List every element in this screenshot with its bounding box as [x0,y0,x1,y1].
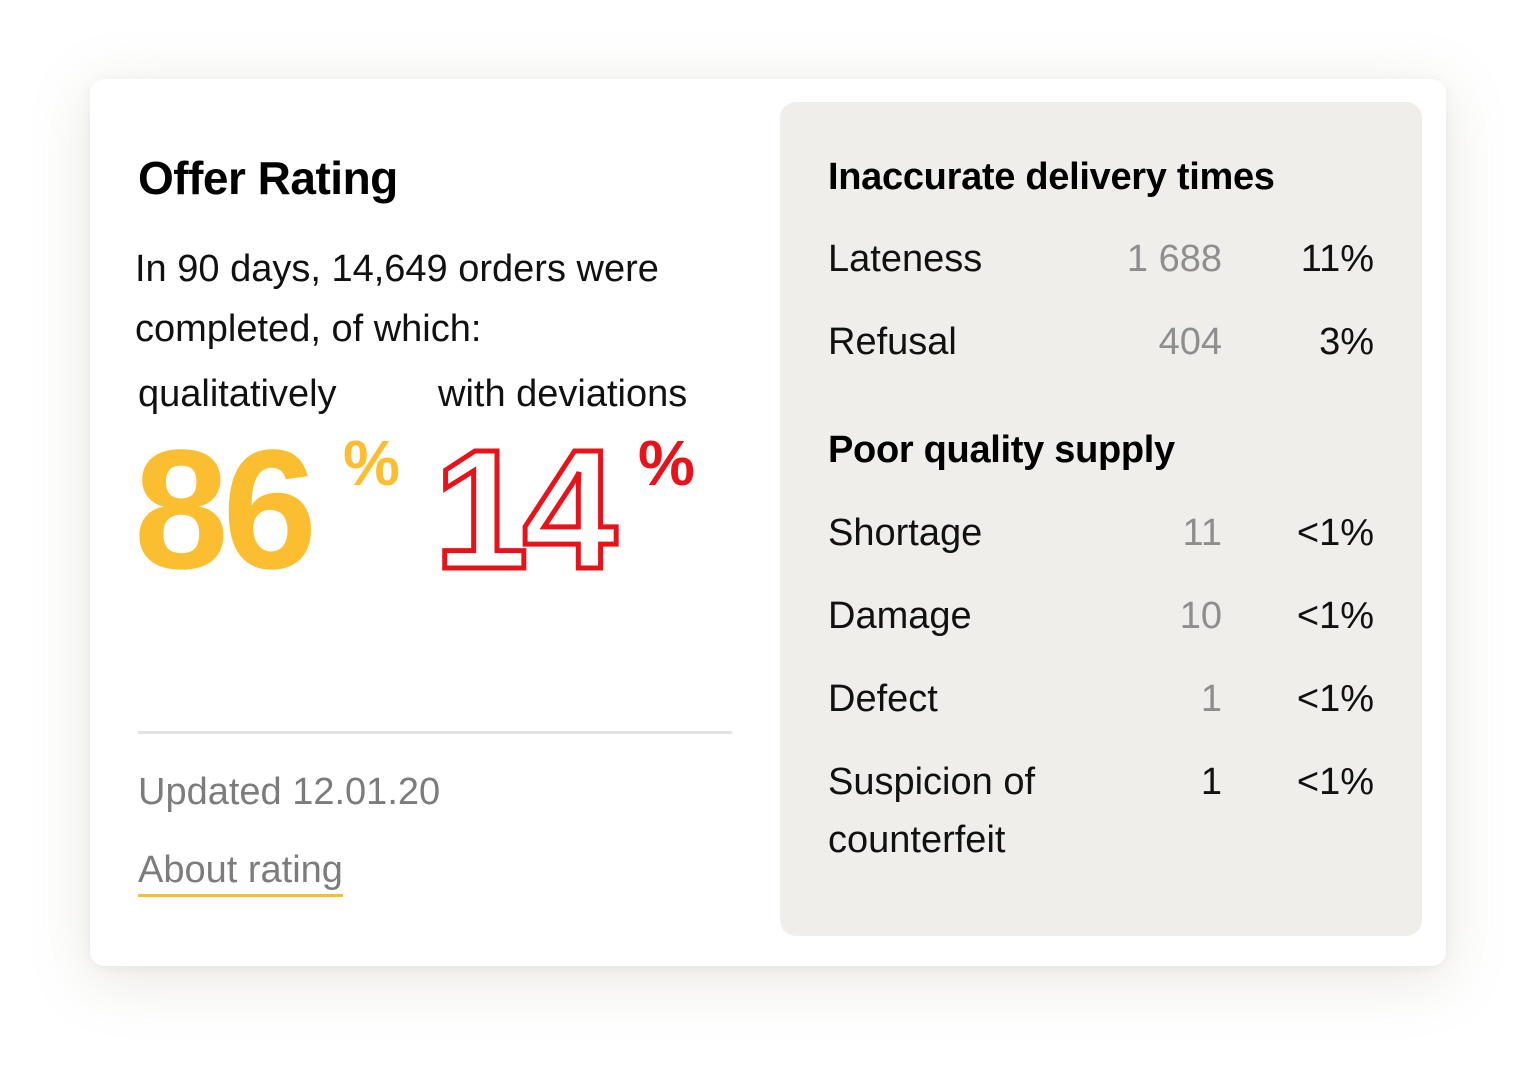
quality-section-title: Poor quality supply [828,429,1175,471]
row-name: Refusal [828,321,957,363]
row-share: <1% [1296,678,1374,720]
rating-title: Offer Rating [138,152,398,204]
delivery-section-title: Inaccurate delivery times [828,156,1275,198]
deviation-metric-label: with deviations [438,373,688,415]
quality-metric-value: 86 [134,415,317,605]
row-count: 11 [1182,512,1222,554]
row-share: <1% [1296,761,1374,803]
row-share: <1% [1296,595,1374,637]
row-name: Lateness [828,238,983,280]
updated-date: Updated 12.01.20 [138,771,441,813]
row-count: 404 [1158,321,1222,363]
rating-summary-panel: Offer Rating In 90 days, 14,649 orders w… [134,79,738,966]
row-name: Suspicion of counterfeit [828,761,1036,861]
row-count: 10 [1179,595,1222,637]
quality-metric-label: qualitatively [138,373,337,415]
quality-section: Poor quality supply Shortage 11 <1% Dama… [828,429,1388,861]
about-rating-link[interactable]: About rating [138,849,343,897]
row-count: 1 688 [1126,238,1222,280]
row-name: Damage [828,595,972,637]
row-share: 3% [1319,321,1374,363]
orders-summary: In 90 days, 14,649 orders were completed… [135,248,659,350]
offer-rating-card: Offer Rating In 90 days, 14,649 orders w… [90,79,1446,966]
row-name: Shortage [828,512,983,554]
deviation-details-panel: Inaccurate delivery times Lateness 1 688… [780,102,1422,936]
deviation-metric-unit: % [638,427,695,499]
quality-metric: qualitatively 86 % [134,373,400,595]
deviation-metric-value: 14 [431,415,619,605]
row-count: 1 [1200,761,1222,803]
row-name: Defect [828,678,938,720]
row-share: 11% [1300,238,1374,280]
row-count: 1 [1200,678,1222,720]
divider [138,731,732,734]
delivery-section: Inaccurate delivery times Lateness 1 688… [828,156,1388,363]
row-share: <1% [1296,512,1374,554]
deviation-metric: with deviations 14 % [431,373,694,598]
quality-metric-unit: % [343,427,400,499]
